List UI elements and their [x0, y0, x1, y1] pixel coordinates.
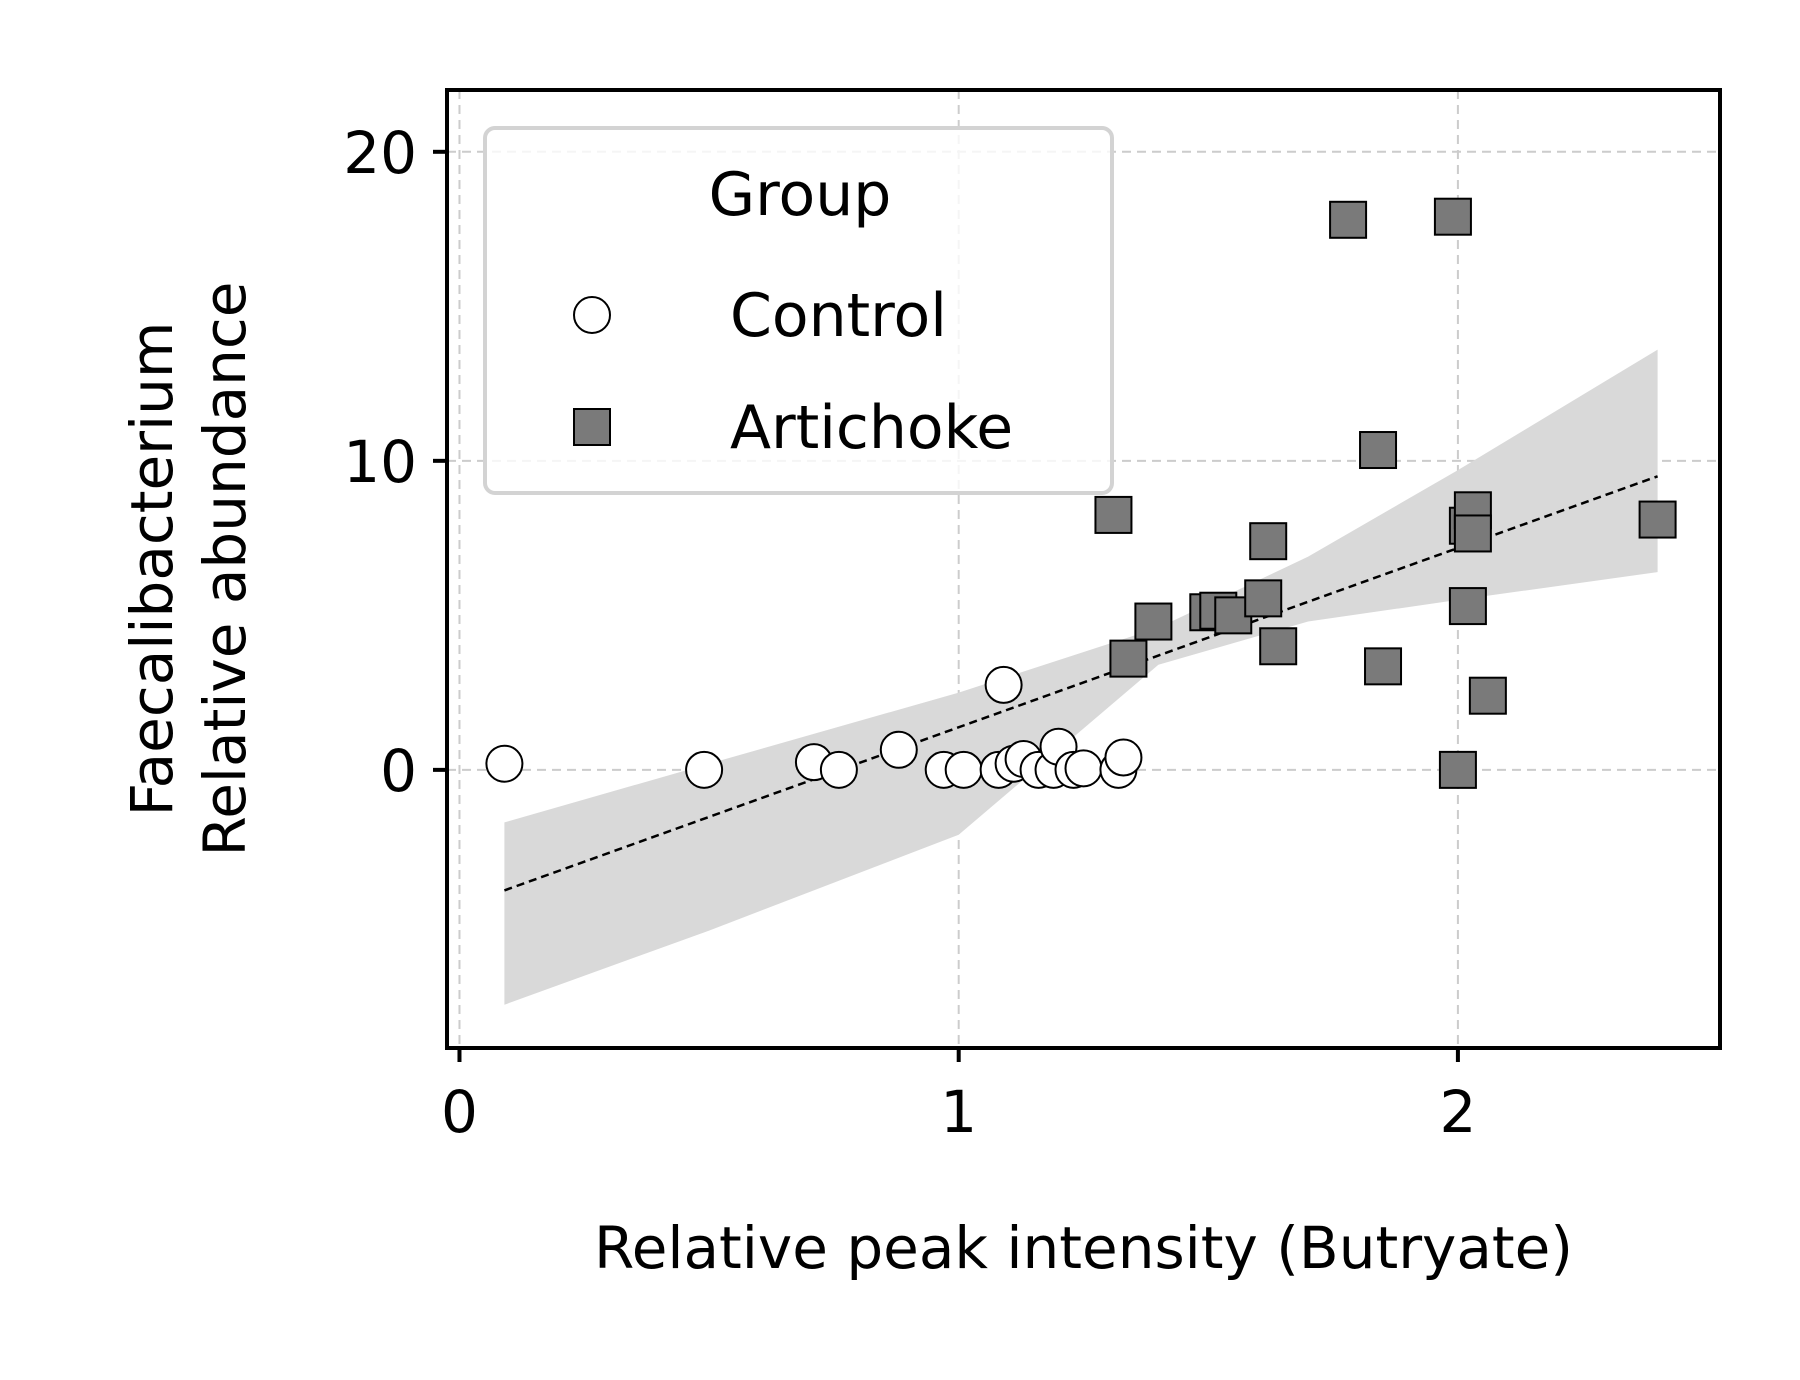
- x-tick-label: 1: [940, 1078, 977, 1146]
- artichoke-point: [1438, 750, 1477, 789]
- artichoke-point: [1448, 587, 1487, 626]
- artichoke-point: [1638, 500, 1677, 539]
- artichoke-point: [1094, 495, 1133, 534]
- legend-label: Control: [730, 281, 947, 351]
- artichoke-point: [1433, 197, 1472, 236]
- artichoke-point: [1134, 602, 1173, 641]
- plot-frame: [445, 88, 1722, 1050]
- confidence-band-area: [504, 349, 1658, 1005]
- data-points: [485, 197, 1677, 789]
- y-axis-label-line-2: Relative abundance: [191, 282, 259, 857]
- y-tick-label: 0: [380, 737, 417, 805]
- artichoke-point: [1468, 676, 1507, 715]
- y-tick-label: 20: [343, 119, 417, 187]
- control-point: [1064, 749, 1103, 788]
- artichoke-point: [1244, 579, 1283, 618]
- control-point: [879, 730, 918, 769]
- legend-title: Group: [709, 160, 892, 230]
- legend: Group Control Artichoke: [483, 126, 1114, 495]
- legend-box: [483, 126, 1114, 495]
- legend-marker-artichoke: [573, 408, 611, 446]
- y-tick-label: 10: [343, 428, 417, 496]
- control-point: [984, 665, 1023, 704]
- legend-label: Artichoke: [730, 393, 1013, 463]
- legend-marker-control: [573, 296, 611, 334]
- control-point: [1104, 738, 1143, 777]
- confidence-band: [504, 349, 1658, 1005]
- control-point: [685, 750, 724, 789]
- artichoke-point: [1109, 639, 1148, 678]
- control-point: [819, 750, 858, 789]
- artichoke-point: [1364, 647, 1403, 686]
- y-axis-label-line-1: Faecalibacterium: [118, 322, 186, 817]
- x-axis-label: Relative peak intensity (Butryate): [594, 1214, 1573, 1282]
- legend-items: Control Artichoke: [573, 281, 1013, 463]
- artichoke-point: [1453, 514, 1492, 553]
- control-point: [944, 750, 983, 789]
- artichoke-point: [1329, 200, 1368, 239]
- control-point: [485, 744, 524, 783]
- x-tick-label: 2: [1439, 1078, 1476, 1146]
- artichoke-point: [1249, 522, 1288, 561]
- artichoke-point: [1259, 627, 1298, 666]
- artichoke-point: [1359, 431, 1398, 470]
- x-tick-label: 0: [441, 1078, 478, 1146]
